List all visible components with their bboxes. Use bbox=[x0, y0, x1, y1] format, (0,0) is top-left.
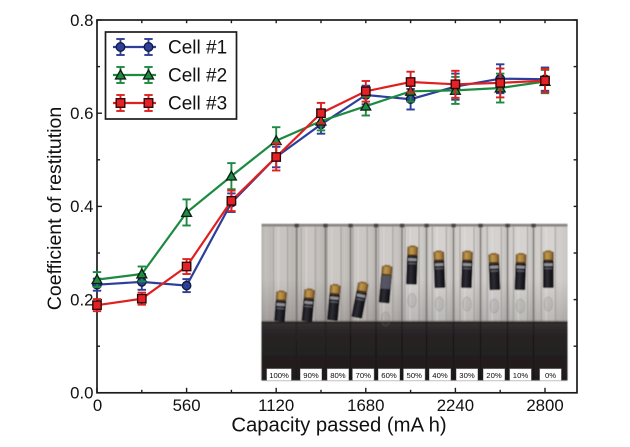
svg-text:560: 560 bbox=[173, 396, 201, 415]
svg-text:Capacity passed (mA h): Capacity passed (mA h) bbox=[231, 415, 446, 437]
svg-text:0%: 0% bbox=[545, 371, 556, 380]
svg-text:2800: 2800 bbox=[526, 396, 563, 415]
svg-text:0.4: 0.4 bbox=[70, 197, 93, 216]
svg-text:1680: 1680 bbox=[347, 396, 384, 415]
svg-text:0.8: 0.8 bbox=[70, 11, 93, 30]
svg-text:2240: 2240 bbox=[437, 396, 474, 415]
svg-text:Cell #2: Cell #2 bbox=[168, 66, 227, 87]
svg-text:80%: 80% bbox=[330, 371, 346, 380]
svg-text:70%: 70% bbox=[356, 371, 372, 380]
svg-text:90%: 90% bbox=[303, 371, 319, 380]
svg-text:0: 0 bbox=[93, 396, 102, 415]
svg-text:10%: 10% bbox=[513, 371, 529, 380]
svg-text:20%: 20% bbox=[486, 371, 502, 380]
svg-text:Cell #1: Cell #1 bbox=[168, 38, 227, 59]
svg-text:30%: 30% bbox=[459, 371, 475, 380]
svg-text:100%: 100% bbox=[269, 371, 289, 380]
svg-text:0.0: 0.0 bbox=[70, 384, 93, 403]
svg-text:40%: 40% bbox=[432, 371, 448, 380]
svg-text:0.6: 0.6 bbox=[70, 104, 93, 123]
svg-text:1120: 1120 bbox=[258, 396, 294, 415]
svg-text:50%: 50% bbox=[407, 371, 423, 380]
svg-text:Cell #3: Cell #3 bbox=[168, 94, 227, 115]
svg-text:60%: 60% bbox=[381, 371, 397, 380]
svg-text:0.2: 0.2 bbox=[70, 290, 93, 309]
svg-text:Coefficient of restitution: Coefficient of restitution bbox=[44, 107, 66, 310]
